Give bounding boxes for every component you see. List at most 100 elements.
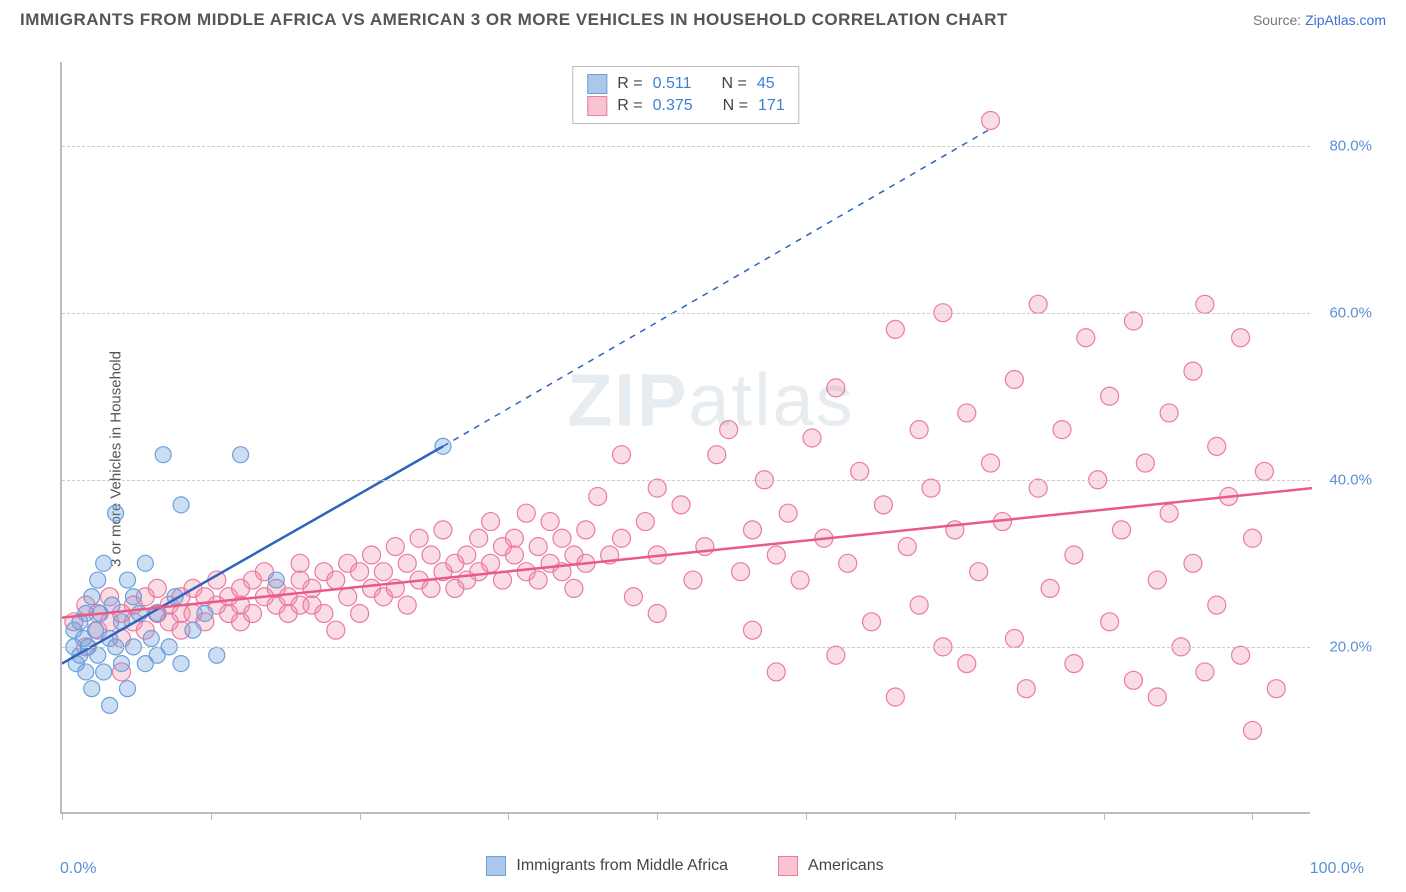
- y-tick-label: 40.0%: [1329, 471, 1372, 488]
- scatter-point: [209, 647, 225, 663]
- source-link[interactable]: ZipAtlas.com: [1305, 12, 1386, 28]
- x-max-label: 100.0%: [1310, 860, 1364, 878]
- scatter-point: [243, 604, 261, 622]
- x-tick: [508, 812, 509, 820]
- scatter-point: [422, 546, 440, 564]
- scatter-svg: [62, 62, 1312, 814]
- scatter-point: [458, 546, 476, 564]
- scatter-point: [90, 647, 106, 663]
- scatter-point: [119, 572, 135, 588]
- scatter-point: [517, 504, 535, 522]
- scatter-point: [863, 613, 881, 631]
- scatter-point: [173, 656, 189, 672]
- scatter-point: [982, 111, 1000, 129]
- x-tick: [360, 812, 361, 820]
- scatter-point: [185, 622, 201, 638]
- scatter-point: [84, 589, 100, 605]
- chart-container: 3 or more Vehicles in Household R = 0.51…: [18, 44, 1388, 874]
- scatter-point: [803, 429, 821, 447]
- scatter-point: [96, 664, 112, 680]
- scatter-point: [96, 555, 112, 571]
- scatter-point: [125, 589, 141, 605]
- scatter-point: [398, 596, 416, 614]
- scatter-point: [148, 579, 166, 597]
- swatch-immigrants-icon: [587, 74, 607, 94]
- trendline-immigrants-dash: [443, 129, 991, 447]
- scatter-point: [851, 462, 869, 480]
- scatter-point: [958, 404, 976, 422]
- scatter-point: [1101, 613, 1119, 631]
- scatter-point: [636, 513, 654, 531]
- y-tick-label: 80.0%: [1329, 137, 1372, 154]
- scatter-point: [708, 446, 726, 464]
- scatter-point: [910, 596, 928, 614]
- scatter-point: [1184, 554, 1202, 572]
- scatter-point: [648, 604, 666, 622]
- scatter-point: [434, 521, 452, 539]
- scatter-point: [1232, 329, 1250, 347]
- scatter-point: [482, 554, 500, 572]
- chart-title: IMMIGRANTS FROM MIDDLE AFRICA VS AMERICA…: [20, 10, 1008, 30]
- scatter-point: [87, 622, 103, 638]
- scatter-point: [958, 655, 976, 673]
- scatter-point: [827, 646, 845, 664]
- scatter-point: [363, 546, 381, 564]
- scatter-point: [529, 538, 547, 556]
- scatter-point: [398, 554, 416, 572]
- scatter-point: [114, 656, 130, 672]
- scatter-point: [84, 681, 100, 697]
- scatter-point: [779, 504, 797, 522]
- scatter-point: [90, 572, 106, 588]
- scatter-point: [1136, 454, 1154, 472]
- scatter-point: [886, 320, 904, 338]
- scatter-point: [351, 604, 369, 622]
- scatter-point: [386, 538, 404, 556]
- scatter-point: [732, 563, 750, 581]
- scatter-point: [541, 513, 559, 531]
- scatter-point: [470, 529, 488, 547]
- scatter-point: [767, 663, 785, 681]
- legend-row-americans: R = 0.375 N = 171: [587, 95, 784, 117]
- scatter-point: [327, 621, 345, 639]
- plot-area: R = 0.511 N = 45 R = 0.375 N = 171 ZIPat…: [60, 62, 1310, 814]
- scatter-point: [1184, 362, 1202, 380]
- scatter-point: [898, 538, 916, 556]
- scatter-point: [1267, 680, 1285, 698]
- scatter-point: [874, 496, 892, 514]
- gridline: [62, 647, 1310, 648]
- scatter-point: [1101, 387, 1119, 405]
- scatter-point: [624, 588, 642, 606]
- scatter-point: [119, 681, 135, 697]
- scatter-point: [743, 621, 761, 639]
- x-tick: [955, 812, 956, 820]
- scatter-point: [1065, 546, 1083, 564]
- x-min-label: 0.0%: [60, 860, 96, 878]
- scatter-point: [1232, 646, 1250, 664]
- y-tick-label: 60.0%: [1329, 304, 1372, 321]
- scatter-point: [922, 479, 940, 497]
- scatter-point: [137, 555, 153, 571]
- scatter-point: [1160, 404, 1178, 422]
- scatter-point: [1053, 421, 1071, 439]
- scatter-point: [1243, 529, 1261, 547]
- y-tick-label: 20.0%: [1329, 638, 1372, 655]
- swatch-americans-icon: [587, 96, 607, 116]
- scatter-point: [529, 571, 547, 589]
- source-attribution: Source: ZipAtlas.com: [1253, 12, 1386, 28]
- x-axis-labels: 0.0% 100.0%: [60, 854, 1310, 878]
- scatter-point: [553, 529, 571, 547]
- legend-row-immigrants: R = 0.511 N = 45: [587, 73, 784, 95]
- gridline: [62, 480, 1310, 481]
- scatter-point: [303, 579, 321, 597]
- scatter-point: [1113, 521, 1131, 539]
- scatter-point: [1124, 671, 1142, 689]
- scatter-point: [233, 447, 249, 463]
- scatter-point: [1029, 479, 1047, 497]
- scatter-point: [589, 487, 607, 505]
- scatter-point: [648, 479, 666, 497]
- scatter-point: [672, 496, 690, 514]
- scatter-point: [886, 688, 904, 706]
- scatter-point: [720, 421, 738, 439]
- scatter-point: [613, 529, 631, 547]
- scatter-point: [1160, 504, 1178, 522]
